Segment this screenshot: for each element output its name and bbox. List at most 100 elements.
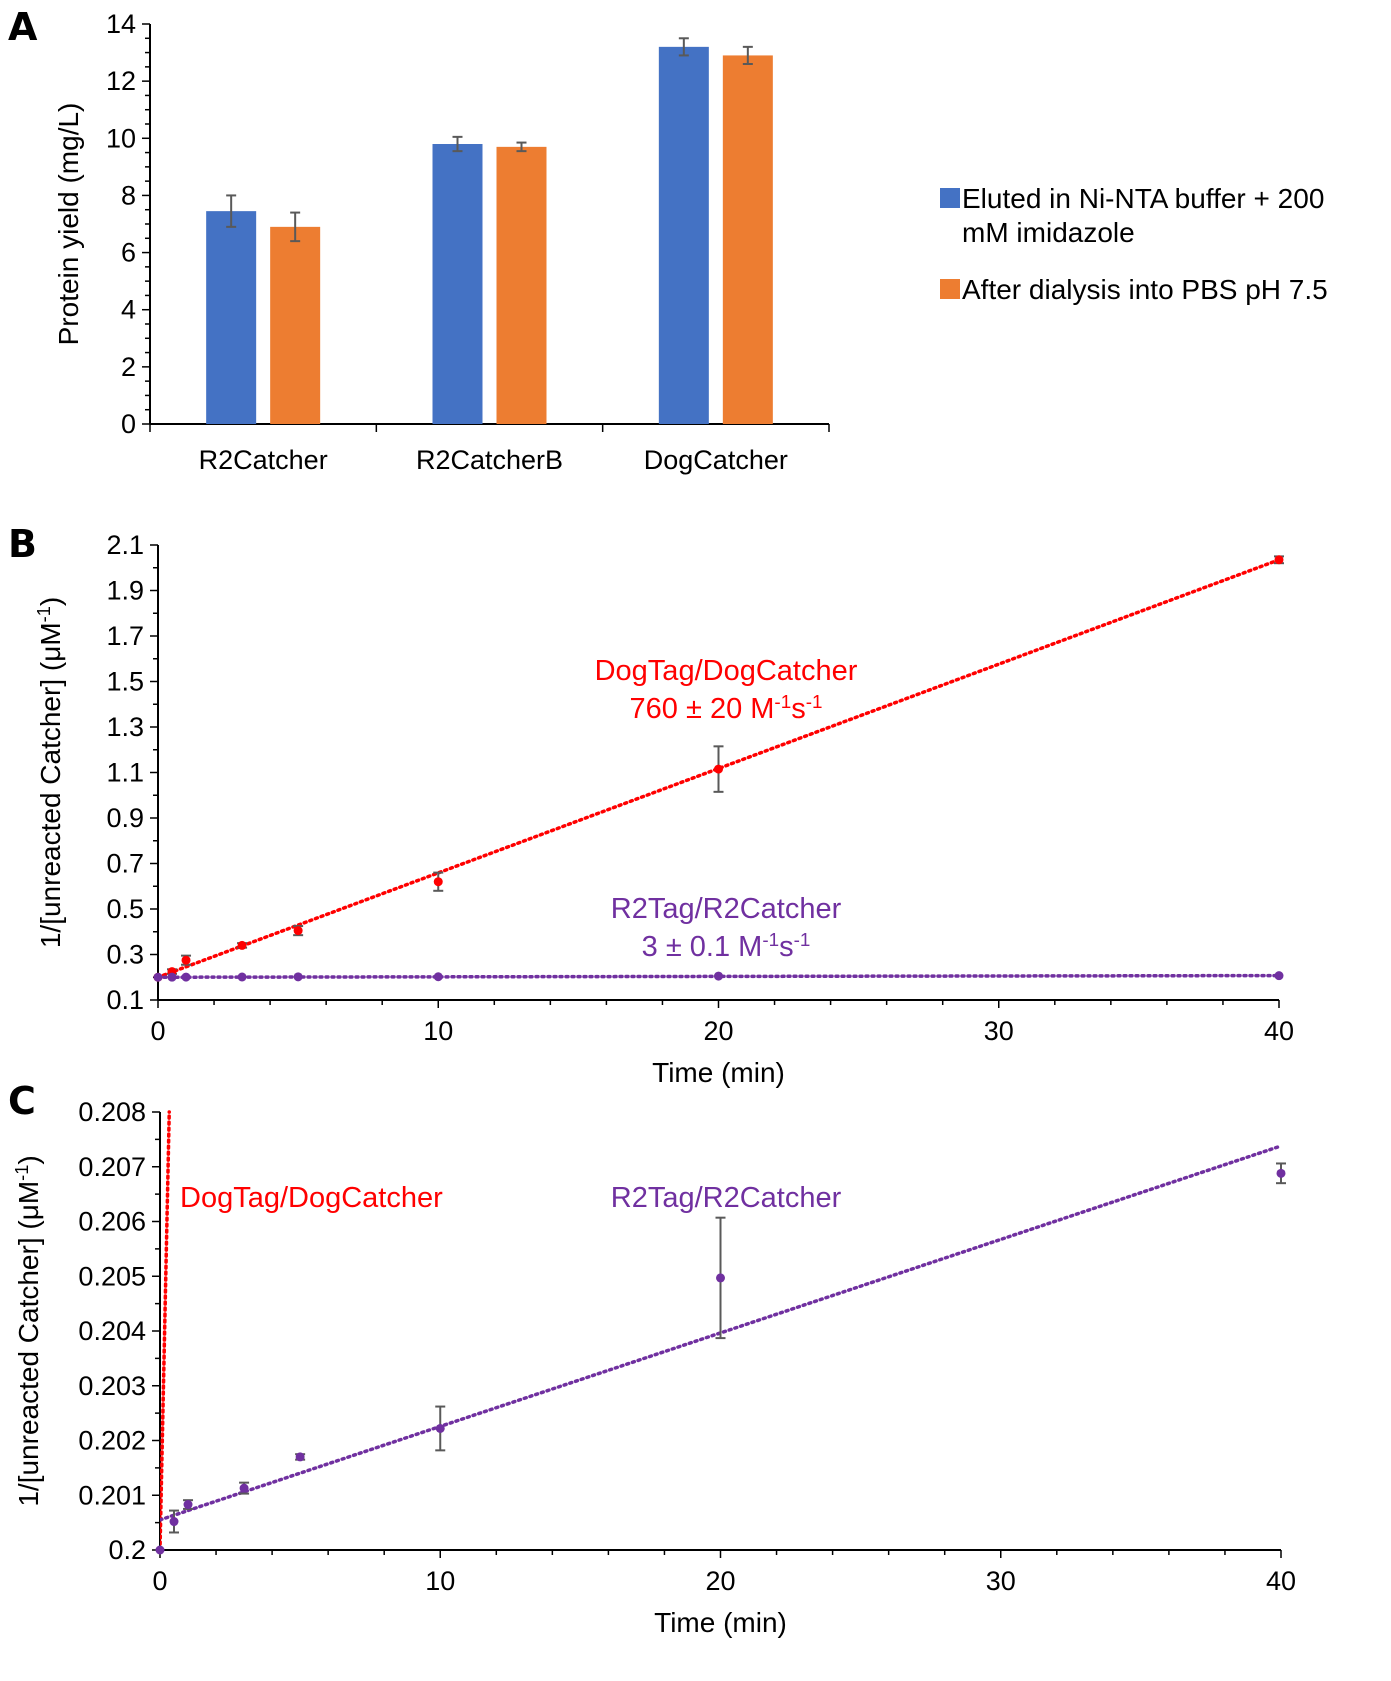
bar (658, 46, 709, 424)
x-axis-title: Time (min) (652, 1057, 785, 1088)
text-run: s (791, 693, 806, 725)
data-point (237, 940, 247, 950)
data-point (181, 972, 191, 982)
data-point (293, 972, 303, 982)
panel-b-scatter-chart: 0.1 0.3 0.5 0.7 0.9 1.1 1.3 1.5 1.7 1.9 2.1 0 10 20 30… (34, 530, 1294, 1088)
superscript: -1 (762, 929, 779, 950)
data-point (1274, 971, 1284, 981)
text-run: ) (13, 1155, 44, 1164)
y-axis-title: 1/[unreacted Catcher] (μM-1) (12, 1155, 44, 1506)
bar (496, 146, 547, 424)
panel-letter-a: A (8, 5, 38, 49)
x-tick-label: 0 (150, 1016, 165, 1046)
legend: Eluted in Ni-NTA buffer + 200 mM imidazo… (940, 183, 1328, 305)
data-point (183, 1500, 193, 1510)
y-tick-label: 2 (121, 352, 136, 382)
x-tick-label: 30 (984, 1016, 1014, 1046)
text-run: 1/[unreacted Catcher] (μM (13, 1181, 44, 1507)
y-tick-label: 14 (106, 9, 136, 39)
x-tick-label: 20 (705, 1566, 735, 1596)
data-point (1274, 555, 1284, 565)
superscript: -1 (12, 1165, 32, 1181)
y-tick-label: 0.205 (78, 1261, 146, 1291)
data-point (1276, 1168, 1286, 1178)
x-tick-label: 40 (1264, 1016, 1294, 1046)
x-tick-label: 20 (703, 1016, 733, 1046)
x-tick-label: 0 (152, 1566, 167, 1596)
y-tick-label: 1.7 (106, 621, 144, 651)
legend-swatch-dialysis (940, 279, 960, 299)
superscript: -1 (34, 606, 54, 622)
data-point (237, 972, 247, 982)
data-point (295, 1452, 305, 1462)
y-tick-label: 1.1 (106, 758, 144, 788)
y-tick-label: 0.208 (78, 1097, 146, 1127)
y-tick-label: 1.3 (106, 712, 144, 742)
panel-a-bar-chart: 0 2 4 6 8 10 12 14 R2Catcher R2CatcherB DogCatcher… (53, 9, 830, 475)
data-point (433, 877, 443, 887)
trendline (160, 1110, 171, 1552)
y-axis-title: 1/[unreacted Catcher] (μM-1) (34, 597, 66, 948)
panel-c-scatter-chart: 0.2 0.201 0.202 0.203 0.204 0.205 0.206 0.207 0.… (12, 1097, 1296, 1638)
y-tick-label: 4 (121, 295, 136, 325)
legend-label-eluted-line2: mM imidazole (962, 217, 1135, 248)
superscript: -1 (806, 691, 823, 712)
series-annotation: R2Tag/R2Catcher (611, 893, 842, 925)
category-label: R2Catcher (199, 445, 328, 475)
data-point (153, 972, 163, 982)
text-run: 3 ± 0.1 M (642, 931, 763, 963)
y-tick-label: 2.1 (106, 530, 144, 560)
y-tick-label: 1.9 (106, 576, 144, 606)
data-point (435, 1423, 445, 1433)
y-tick-label: 0.203 (78, 1371, 146, 1401)
legend-swatch-eluted (940, 188, 960, 208)
data-point (716, 1273, 725, 1283)
series-annotation: R2Tag/R2Catcher (611, 1182, 842, 1214)
y-tick-label: 0.3 (106, 940, 144, 970)
text-run: s (779, 931, 794, 963)
y-tick-label: 0.5 (106, 894, 144, 924)
bar (206, 211, 257, 424)
rate-annotation: 3 ± 0.1 M-1s-1 (642, 929, 811, 964)
y-tick-label: 0.204 (78, 1316, 146, 1346)
y-tick-label: 8 (121, 180, 136, 210)
legend-label-dialysis: After dialysis into PBS pH 7.5 (962, 274, 1328, 305)
panel-letter-b: B (8, 522, 37, 566)
data-point (714, 971, 723, 981)
bar (722, 55, 773, 425)
data-point (169, 1517, 179, 1527)
text-run: 1/[unreacted Catcher] (μM (35, 622, 66, 948)
bar (432, 144, 483, 424)
y-tick-label: 10 (106, 123, 136, 153)
category-label: DogCatcher (644, 445, 788, 475)
trendline (158, 558, 1281, 979)
bar (270, 226, 321, 424)
text-run: 760 ± 20 M (630, 693, 775, 725)
y-tick-label: 0.7 (106, 849, 144, 879)
series-annotation: DogTag/DogCatcher (180, 1182, 443, 1214)
y-tick-label: 1.5 (106, 667, 144, 697)
y-tick-label: 0.2 (108, 1535, 146, 1565)
superscript: -1 (794, 929, 811, 950)
x-tick-label: 10 (425, 1566, 455, 1596)
x-tick-label: 10 (423, 1016, 453, 1046)
data-point (167, 972, 177, 982)
x-tick-label: 30 (986, 1566, 1016, 1596)
y-tick-label: 0.1 (106, 985, 144, 1015)
data-point (239, 1483, 249, 1493)
y-tick-label: 0.202 (78, 1426, 146, 1456)
x-tick-label: 40 (1266, 1566, 1296, 1596)
data-point (181, 955, 191, 965)
y-tick-label: 6 (121, 238, 136, 268)
y-tick-label: 0 (121, 409, 136, 439)
y-axis-title: Protein yield (mg/L) (53, 103, 84, 346)
y-tick-label: 0.201 (78, 1480, 146, 1510)
rate-annotation: 760 ± 20 M-1s-1 (630, 691, 823, 726)
data-point (714, 764, 723, 774)
category-label: R2CatcherB (416, 445, 563, 475)
y-tick-label: 0.206 (78, 1207, 146, 1237)
series-annotation: DogTag/DogCatcher (595, 655, 858, 687)
data-point (293, 926, 303, 936)
data-point (155, 1545, 165, 1555)
